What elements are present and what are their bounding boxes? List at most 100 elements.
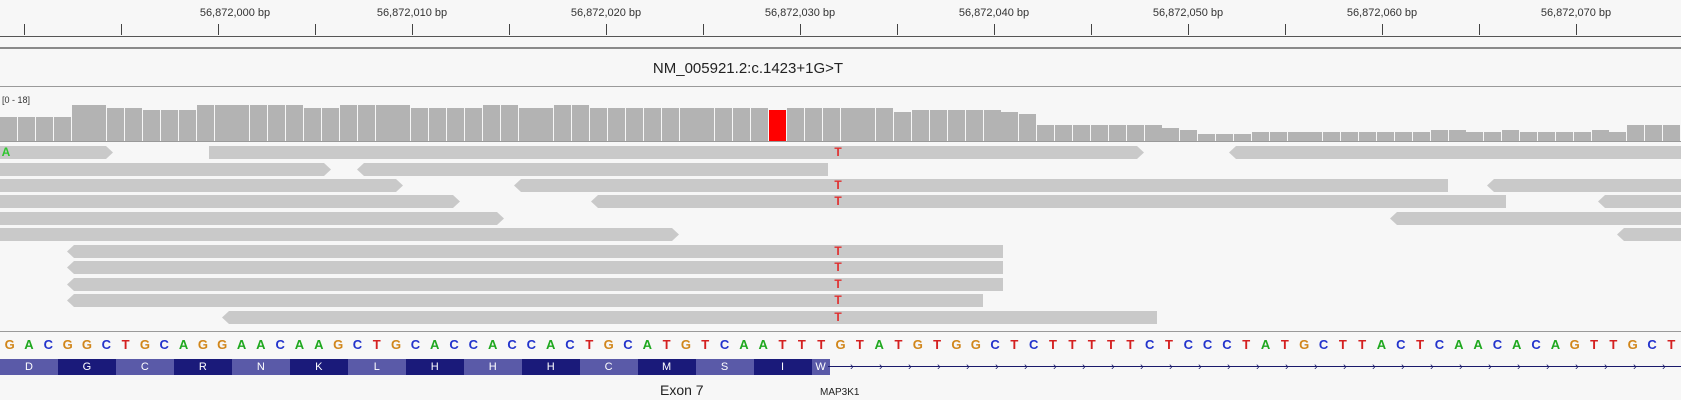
coverage-bar[interactable] — [858, 108, 877, 141]
coverage-bar[interactable] — [1341, 132, 1360, 141]
coverage-bar-mismatch[interactable] — [768, 110, 787, 141]
coverage-bar[interactable] — [17, 117, 36, 141]
coverage-bar[interactable] — [1269, 132, 1288, 141]
coverage-bar[interactable] — [876, 108, 895, 141]
coverage-bar[interactable] — [143, 110, 162, 141]
coverage-bar[interactable] — [304, 108, 322, 141]
coverage-bar[interactable] — [697, 108, 716, 141]
read[interactable] — [67, 245, 1003, 258]
coverage-bar[interactable] — [1180, 130, 1199, 141]
coverage-bar[interactable] — [1591, 130, 1610, 141]
coverage-bar[interactable] — [786, 108, 805, 141]
coverage-bar[interactable] — [286, 105, 305, 141]
genomic-ruler[interactable]: 56,872,000 bp 56,872,010 bp 56,872,020 b… — [0, 0, 1681, 50]
read[interactable] — [1487, 179, 1681, 192]
coverage-bar[interactable] — [1663, 125, 1681, 141]
coverage-bar[interactable] — [160, 110, 179, 141]
coverage-bar[interactable] — [947, 110, 966, 141]
coverage-bar[interactable] — [1645, 125, 1664, 141]
read[interactable] — [67, 278, 1003, 291]
coverage-bar[interactable] — [1287, 132, 1306, 141]
coverage-bar[interactable] — [643, 108, 662, 141]
coverage-bar[interactable] — [0, 117, 18, 141]
coverage-bar[interactable] — [268, 105, 287, 141]
coverage-bar[interactable] — [178, 110, 197, 141]
coverage-bar[interactable] — [1537, 132, 1556, 141]
coverage-bar[interactable] — [196, 105, 215, 141]
coverage-bar[interactable] — [1198, 134, 1217, 141]
coverage-bar[interactable] — [1162, 128, 1181, 141]
read[interactable] — [209, 146, 1144, 159]
coverage-bar[interactable] — [357, 105, 376, 141]
read[interactable] — [0, 195, 460, 208]
coverage-bar[interactable] — [1019, 114, 1038, 141]
coverage-bar[interactable] — [447, 108, 466, 141]
coverage-bar[interactable] — [1394, 132, 1413, 141]
coverage-bar[interactable] — [554, 105, 573, 141]
read[interactable] — [222, 311, 1157, 324]
coverage-bar[interactable] — [912, 110, 931, 141]
coverage-bar[interactable] — [375, 105, 394, 141]
coverage-track[interactable] — [0, 100, 1681, 141]
coverage-bar[interactable] — [679, 108, 698, 141]
coverage-bar[interactable] — [983, 110, 1002, 141]
coverage-bar[interactable] — [321, 108, 340, 141]
coverage-bar[interactable] — [733, 108, 752, 141]
coverage-bar[interactable] — [536, 108, 555, 141]
coverage-bar[interactable] — [1520, 132, 1539, 141]
coverage-bar[interactable] — [1144, 125, 1163, 141]
read[interactable] — [0, 146, 113, 159]
coverage-bar[interactable] — [1502, 130, 1521, 141]
read[interactable] — [1617, 228, 1681, 241]
coverage-bar[interactable] — [250, 105, 269, 141]
read[interactable] — [0, 179, 403, 192]
coverage-bar[interactable] — [1055, 125, 1074, 141]
coverage-bar[interactable] — [1466, 132, 1485, 141]
read[interactable] — [1229, 146, 1681, 159]
coverage-bar[interactable] — [1251, 132, 1270, 141]
coverage-bar[interactable] — [751, 108, 770, 141]
coverage-bar[interactable] — [107, 108, 126, 141]
read[interactable] — [67, 294, 983, 307]
coverage-bar[interactable] — [840, 108, 859, 141]
coverage-bar[interactable] — [518, 108, 537, 141]
coverage-bar[interactable] — [1376, 132, 1395, 141]
coverage-bar[interactable] — [894, 112, 913, 141]
coverage-bar[interactable] — [1555, 132, 1574, 141]
coverage-bar[interactable] — [804, 108, 823, 141]
coverage-bar[interactable] — [1216, 134, 1235, 141]
alignment-track[interactable]: A T T T T T T T T — [0, 143, 1681, 330]
coverage-bar[interactable] — [1233, 134, 1252, 141]
read[interactable] — [67, 261, 1003, 274]
coverage-bar[interactable] — [411, 108, 430, 141]
coverage-bar[interactable] — [339, 105, 358, 141]
coverage-bar[interactable] — [572, 105, 591, 141]
coverage-bar[interactable] — [1573, 132, 1592, 141]
coverage-bar[interactable] — [232, 105, 251, 141]
coverage-bar[interactable] — [1448, 130, 1467, 141]
coverage-bar[interactable] — [1108, 125, 1127, 141]
read[interactable] — [1598, 195, 1681, 208]
coverage-bar[interactable] — [1126, 125, 1145, 141]
coverage-bar[interactable] — [929, 110, 948, 141]
coverage-bar[interactable] — [1359, 132, 1378, 141]
read[interactable] — [0, 163, 331, 176]
coverage-bar[interactable] — [1412, 132, 1431, 141]
coverage-bar[interactable] — [1609, 132, 1628, 141]
coverage-bar[interactable] — [1323, 132, 1342, 141]
coverage-bar[interactable] — [1037, 125, 1056, 141]
read[interactable] — [591, 195, 1506, 208]
gene-label[interactable]: MAP3K1 — [820, 387, 860, 398]
coverage-bar[interactable] — [822, 108, 841, 141]
coverage-bar[interactable] — [1484, 132, 1503, 141]
coverage-bar[interactable] — [1430, 130, 1449, 141]
coverage-bar[interactable] — [608, 108, 627, 141]
read[interactable] — [0, 228, 679, 241]
coverage-bar[interactable] — [482, 105, 501, 141]
coverage-bar[interactable] — [1627, 125, 1646, 141]
coverage-bar[interactable] — [89, 105, 108, 141]
coverage-bar[interactable] — [393, 105, 412, 141]
coverage-bar[interactable] — [53, 117, 72, 141]
